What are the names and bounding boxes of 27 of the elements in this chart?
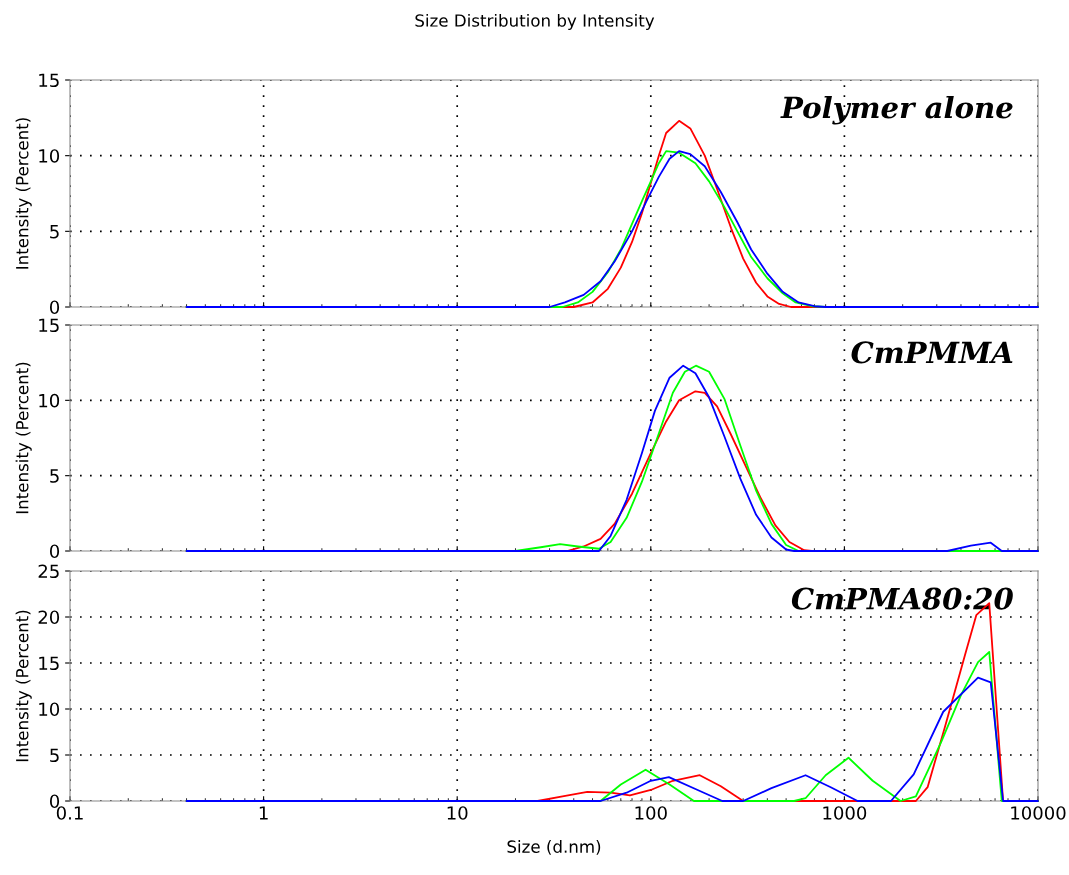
y-tick-label: 15 [39,656,59,671]
x-tick-label: 1 [259,806,268,820]
y-tick-label: 20 [38,610,60,625]
x-tick-label: 100 [635,806,667,820]
y-axis-title: Intensity (Percent) [15,362,32,514]
y-tick-label: 10 [39,702,60,717]
x-tick-label: 10000 [1011,806,1066,820]
annotation: CmPMMA [851,341,1013,364]
annotation: CmPMA80:20 [791,587,1013,610]
y-tick-label: 0 [49,300,60,315]
y-tick-label: 10 [39,393,60,408]
y-axis-title: Intensity (Percent) [15,610,32,762]
annotation: Polymer alone [780,95,1013,125]
y-tick-label: 25 [38,564,59,579]
x-tick-label: 1000 [823,806,867,820]
x-tick-label: 10 [447,806,468,820]
y-tick-label: 5 [50,748,59,763]
y-axis-title: Intensity (Percent) [15,118,32,269]
y-tick-label: 15 [39,73,59,88]
y-tick-label: 0 [49,544,60,559]
x-tick-label: 0.1 [56,806,83,820]
y-tick-label: 5 [50,469,59,483]
chart-title: Size Distribution by Intensity [415,13,655,31]
x-axis-title: Size (d.nm) [507,840,601,855]
y-tick-label: 15 [39,318,59,333]
y-tick-label: 5 [50,225,59,239]
y-tick-label: 10 [39,149,60,163]
